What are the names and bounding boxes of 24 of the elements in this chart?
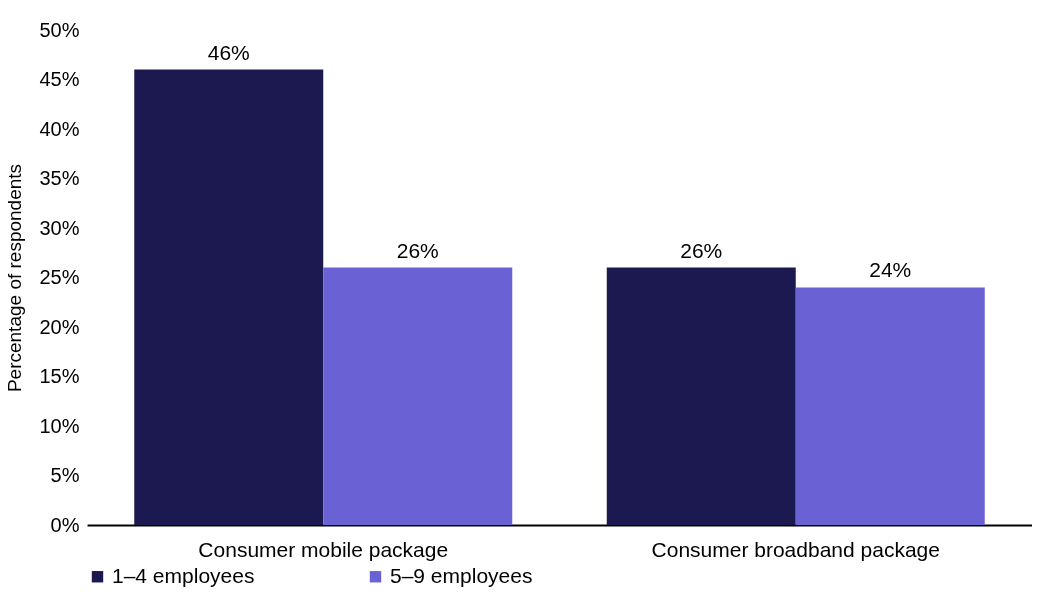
y-tick-label: 25% (39, 266, 80, 288)
legend-label: 5–9 employees (390, 563, 533, 587)
y-axis-title: Percentage of respondents (4, 163, 26, 393)
y-tick-label: 15% (39, 365, 80, 387)
y-tick-label: 5% (50, 464, 80, 486)
bar (134, 69, 324, 525)
bar (795, 287, 985, 525)
y-tick-label: 50% (39, 18, 80, 41)
x-tick-label: Consumer broadband package (651, 537, 940, 561)
data-label: 26% (680, 238, 723, 262)
y-tick-label: 40% (39, 117, 80, 140)
y-tick-label: 20% (39, 315, 80, 338)
data-label: 46% (207, 40, 250, 64)
y-tick-label: 10% (39, 414, 80, 437)
data-label: 24% (869, 258, 912, 282)
y-tick-label: 35% (39, 167, 80, 189)
x-tick-label: Consumer mobile package (198, 537, 449, 561)
y-tick-label: 0% (50, 513, 80, 536)
bar (606, 267, 796, 525)
y-tick-label: 45% (39, 68, 80, 90)
bar (323, 267, 513, 525)
data-label: 26% (396, 238, 439, 262)
y-tick-label: 30% (39, 216, 80, 239)
legend-label: 1–4 employees (112, 563, 255, 587)
